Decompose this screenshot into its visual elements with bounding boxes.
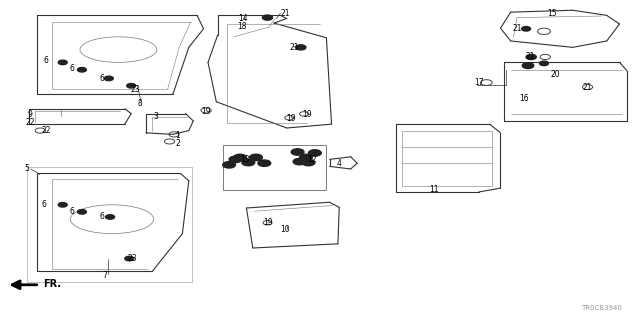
Circle shape <box>77 210 86 214</box>
Circle shape <box>522 27 531 31</box>
Circle shape <box>302 159 315 166</box>
Circle shape <box>291 149 304 155</box>
Text: 18: 18 <box>237 22 246 31</box>
Text: 5: 5 <box>24 164 29 173</box>
Circle shape <box>522 63 534 68</box>
Text: 11: 11 <box>429 185 438 194</box>
Text: 8: 8 <box>137 99 142 108</box>
Text: 3: 3 <box>153 112 158 121</box>
Circle shape <box>262 15 273 20</box>
Circle shape <box>308 150 321 156</box>
Text: 2: 2 <box>175 139 180 148</box>
Circle shape <box>242 159 255 166</box>
Bar <box>402 131 492 186</box>
Text: 16: 16 <box>518 94 529 103</box>
Circle shape <box>106 215 115 219</box>
Circle shape <box>526 54 536 60</box>
Circle shape <box>125 256 134 261</box>
Text: 1: 1 <box>175 131 180 140</box>
Text: 22: 22 <box>26 118 35 127</box>
Text: 10: 10 <box>280 225 290 234</box>
Circle shape <box>296 45 306 50</box>
Text: 23: 23 <box>127 254 138 263</box>
Text: 19: 19 <box>286 114 296 123</box>
Circle shape <box>540 61 548 66</box>
Text: 4: 4 <box>337 159 342 168</box>
Text: 6: 6 <box>70 207 75 216</box>
Circle shape <box>127 84 136 88</box>
Text: 21: 21 <box>525 52 534 61</box>
Text: 6: 6 <box>100 74 105 83</box>
Circle shape <box>77 68 86 72</box>
Text: 6: 6 <box>69 64 74 73</box>
Text: 13: 13 <box>240 155 250 164</box>
Text: 15: 15 <box>547 9 557 18</box>
Circle shape <box>258 160 271 166</box>
Bar <box>223 145 326 190</box>
Text: 17: 17 <box>474 78 484 87</box>
Text: TR0CB3940: TR0CB3940 <box>581 305 622 311</box>
Text: 21: 21 <box>513 24 522 33</box>
Text: FR.: FR. <box>44 279 61 289</box>
Text: 6: 6 <box>100 212 105 221</box>
Circle shape <box>223 162 236 168</box>
Text: 22: 22 <box>42 126 51 135</box>
Circle shape <box>229 156 242 163</box>
Text: 14: 14 <box>238 14 248 23</box>
Circle shape <box>58 203 67 207</box>
Text: 6: 6 <box>41 200 46 209</box>
Circle shape <box>58 60 67 65</box>
Circle shape <box>250 154 262 161</box>
Text: 21: 21 <box>280 9 289 18</box>
Circle shape <box>104 76 113 81</box>
Text: 9: 9 <box>28 110 33 119</box>
Text: 12: 12 <box>307 155 316 164</box>
Text: 20: 20 <box>550 70 561 79</box>
Text: 6: 6 <box>44 56 49 65</box>
Circle shape <box>234 154 246 161</box>
Text: 21: 21 <box>583 83 592 92</box>
Text: 23: 23 <box>131 85 141 94</box>
Text: 7: 7 <box>102 271 107 280</box>
Circle shape <box>293 158 306 165</box>
Text: 19: 19 <box>201 107 211 116</box>
Text: 21: 21 <box>290 43 299 52</box>
Text: 19: 19 <box>262 218 273 227</box>
Bar <box>27 167 192 282</box>
Circle shape <box>300 154 312 161</box>
Text: 19: 19 <box>302 110 312 119</box>
